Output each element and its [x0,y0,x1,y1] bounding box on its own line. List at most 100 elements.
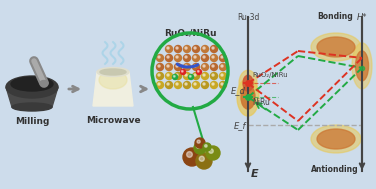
Circle shape [182,70,183,72]
Circle shape [203,83,205,85]
Circle shape [183,46,191,53]
Ellipse shape [239,70,257,96]
Circle shape [185,83,187,85]
Circle shape [199,156,204,161]
Circle shape [188,74,194,80]
Ellipse shape [11,77,53,91]
Circle shape [202,54,209,61]
Circle shape [194,74,196,76]
Ellipse shape [243,75,253,91]
Circle shape [203,65,205,67]
Circle shape [221,74,223,76]
Circle shape [167,65,169,67]
Circle shape [183,64,191,70]
Circle shape [197,70,202,74]
Circle shape [165,81,173,88]
Circle shape [203,56,205,58]
Circle shape [221,65,223,67]
Circle shape [167,74,169,76]
Circle shape [173,74,177,80]
Circle shape [196,153,212,169]
Circle shape [211,64,217,70]
Circle shape [221,83,223,85]
Circle shape [203,143,211,151]
Circle shape [174,73,182,80]
Text: Ru-3d: Ru-3d [237,13,259,22]
Circle shape [156,64,164,70]
Circle shape [165,73,173,80]
Text: NiRu: NiRu [252,98,270,107]
Text: Bonding: Bonding [317,12,353,21]
Circle shape [185,74,187,76]
Ellipse shape [237,78,259,116]
Circle shape [194,65,196,67]
Ellipse shape [97,67,129,77]
Circle shape [180,70,185,74]
Circle shape [176,65,178,67]
Circle shape [220,73,226,80]
Ellipse shape [317,129,355,149]
Ellipse shape [317,37,355,57]
Circle shape [174,54,182,61]
Circle shape [174,46,182,53]
Circle shape [194,142,206,154]
Circle shape [173,75,175,77]
Circle shape [183,54,191,61]
Circle shape [156,81,164,88]
Circle shape [176,83,178,85]
Circle shape [167,83,169,85]
Ellipse shape [12,103,52,111]
Circle shape [211,46,217,53]
Circle shape [220,81,226,88]
Ellipse shape [241,85,255,109]
Circle shape [193,64,200,70]
Circle shape [212,47,214,49]
Text: RuO₂/NiRu: RuO₂/NiRu [252,72,288,78]
Circle shape [158,56,160,58]
Circle shape [202,73,209,80]
Circle shape [209,149,213,153]
Circle shape [156,73,164,80]
Circle shape [185,56,187,58]
Circle shape [156,54,164,61]
Circle shape [203,47,205,49]
Circle shape [165,54,173,61]
Circle shape [183,81,191,88]
Circle shape [167,56,169,58]
Text: Milling: Milling [15,117,49,126]
Circle shape [220,64,226,70]
Circle shape [176,47,178,49]
Text: E_d: E_d [231,86,246,95]
Circle shape [202,81,209,88]
Circle shape [221,56,223,58]
Polygon shape [93,72,133,106]
Text: E: E [251,169,259,179]
Ellipse shape [100,69,126,75]
Text: Antionding: Antionding [311,165,359,174]
Ellipse shape [99,71,127,89]
Circle shape [158,83,160,85]
Circle shape [174,64,182,70]
Circle shape [212,83,214,85]
Circle shape [193,54,200,61]
Circle shape [197,140,200,143]
Circle shape [185,47,187,49]
Circle shape [193,73,200,80]
Circle shape [165,46,173,53]
Ellipse shape [6,76,58,98]
Circle shape [158,74,160,76]
Circle shape [211,54,217,61]
Circle shape [185,65,187,67]
Circle shape [197,70,199,72]
Circle shape [196,144,200,148]
Polygon shape [6,87,58,107]
Circle shape [212,65,214,67]
Circle shape [211,73,217,80]
Ellipse shape [352,43,372,89]
Circle shape [176,74,178,76]
Circle shape [212,74,214,76]
Circle shape [186,152,193,157]
Circle shape [194,47,196,49]
Circle shape [176,56,178,58]
Circle shape [190,75,191,77]
